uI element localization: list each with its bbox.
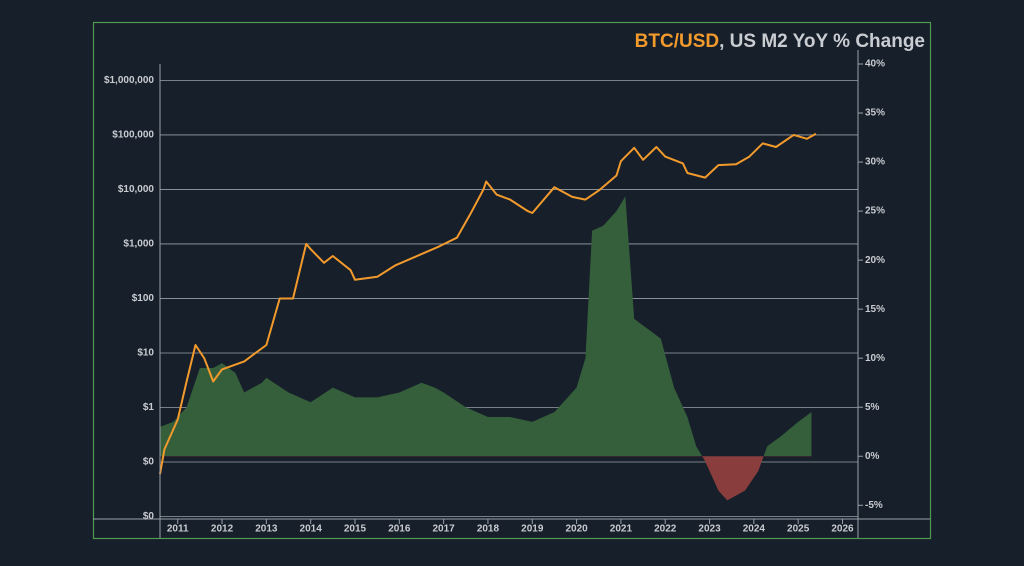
- x-tick-label: 2024: [743, 524, 766, 535]
- x-tick-label: 2023: [698, 524, 721, 535]
- y-tick-label: $1: [143, 402, 155, 413]
- btc-line: [159, 132, 817, 475]
- y2-tick-label: 25%: [865, 206, 885, 217]
- x-tick-label: 2022: [654, 524, 677, 535]
- x-tick-label: 2011: [167, 524, 189, 535]
- x-tick-label: 2018: [477, 524, 500, 535]
- y2-tick-label: 5%: [865, 402, 880, 413]
- x-tick-label: 2013: [255, 524, 278, 535]
- x-tick-label: 2014: [300, 524, 323, 535]
- y2-tick-label: 0%: [865, 451, 880, 462]
- y2-tick-label: 20%: [865, 255, 885, 266]
- y-tick-label: $0: [143, 457, 155, 468]
- y-tick-label: $10: [137, 348, 154, 359]
- y2-tick-label: 10%: [865, 353, 885, 364]
- x-tick-label: 2017: [433, 524, 456, 535]
- x-tick-label: 2016: [388, 524, 411, 535]
- title-part: , US M2 YoY % Change: [719, 31, 925, 52]
- y-tick-label: $10,000: [118, 184, 155, 195]
- title-part: BTC/USD: [635, 31, 719, 52]
- y-tick-label: $100: [132, 293, 155, 304]
- x-tick-label: 2015: [344, 524, 367, 535]
- y-tick-label: $100,000: [112, 130, 154, 141]
- x-tick-label: 2025: [787, 524, 810, 535]
- x-tick-label: 2012: [211, 524, 234, 535]
- chart-title: BTC/USD, US M2 YoY % Change: [635, 31, 925, 52]
- y2-tick-label: 30%: [865, 157, 885, 168]
- m2-area: [160, 196, 812, 501]
- x-tick-label: 2020: [565, 524, 588, 535]
- y2-tick-label: 35%: [865, 108, 885, 119]
- frame: [92, 21, 932, 540]
- y2-tick-label: -5%: [865, 500, 883, 511]
- x-tick-label: 2019: [521, 524, 544, 535]
- x-tick-label: 2021: [610, 524, 633, 535]
- y-tick-label: $1,000: [123, 239, 154, 250]
- y2-tick-label: 15%: [865, 304, 885, 315]
- y2-tick-label: 40%: [865, 59, 885, 70]
- y-tick-label: $1,000,000: [104, 75, 154, 86]
- y-tick-label: $0: [143, 511, 155, 522]
- x-tick-label: 2026: [831, 524, 854, 535]
